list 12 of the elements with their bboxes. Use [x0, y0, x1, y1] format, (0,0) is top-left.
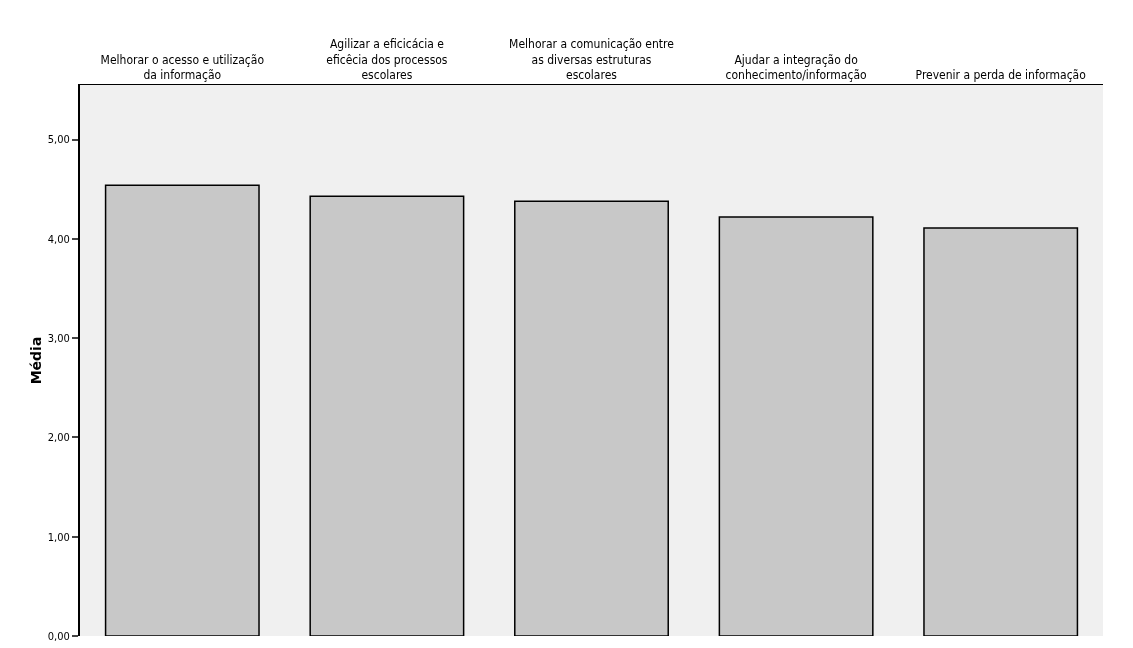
y-tick-label: 2,00 — [47, 431, 70, 445]
y-tick-label: 3,00 — [47, 332, 70, 346]
x-tick-label: Melhorar a comunicação entre as diversas estruturas escolares — [509, 37, 675, 83]
y-axis-title: Média — [28, 336, 44, 385]
x-tick-label: Melhorar o acesso e utilização da informação — [100, 52, 265, 83]
y-tick-label: 0,00 — [47, 629, 70, 643]
y-tick-label: 5,00 — [47, 133, 70, 147]
x-tick-label: Agilizar a eficicácia e eficêcia dos processos escolares — [326, 37, 448, 83]
x-tick-label: Ajudar a integração do conhecimento/informação — [725, 52, 868, 83]
x-tick-label: Prevenir a perda de informação — [915, 68, 1087, 83]
y-tick-label: 1,00 — [47, 530, 70, 544]
y-tick-label: 4,00 — [47, 232, 70, 246]
